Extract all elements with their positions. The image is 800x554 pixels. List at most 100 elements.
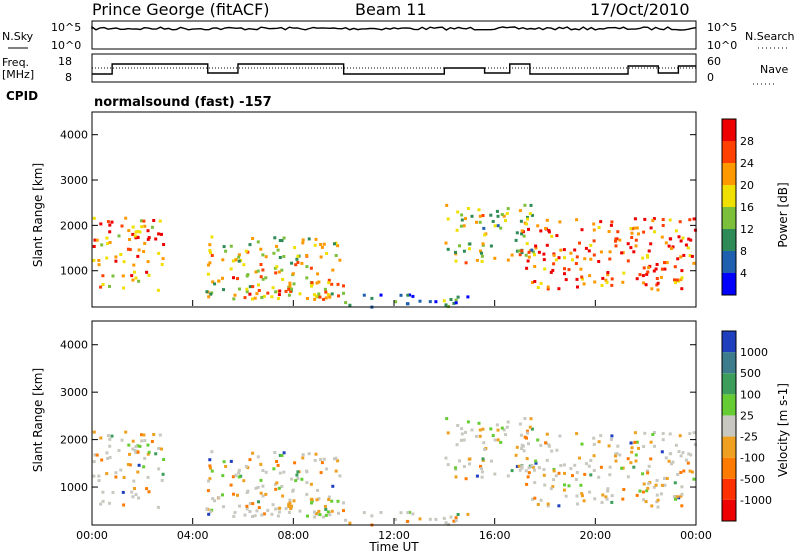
power-cell <box>287 287 291 291</box>
velocity-cell <box>442 516 446 520</box>
power-cell <box>530 248 534 252</box>
power-cell <box>121 274 125 278</box>
power-cell <box>336 282 340 286</box>
power-cell <box>614 239 617 243</box>
velocity-cell <box>224 465 228 468</box>
power-cell <box>519 219 523 223</box>
velocity-cell <box>606 487 610 491</box>
velocity-cell <box>138 444 142 448</box>
velocity-cell <box>237 471 241 475</box>
velocity-cell <box>305 481 309 485</box>
velocity-cell <box>520 443 524 447</box>
power-cell <box>616 230 620 234</box>
velocity-cell <box>677 450 681 453</box>
velocity-cell <box>680 485 684 489</box>
velocity-cell <box>455 443 459 447</box>
velocity-cell <box>206 489 210 493</box>
velocity-cell <box>99 502 103 506</box>
power-cell <box>633 226 637 230</box>
velocity-cell <box>236 493 239 497</box>
power-cell <box>692 261 696 265</box>
velocity-cell <box>316 488 320 492</box>
power-cell <box>483 233 487 237</box>
power-cell <box>399 293 403 297</box>
power-cell <box>579 267 583 271</box>
power-cell <box>481 242 485 246</box>
velocity-cell <box>534 459 538 463</box>
velocity-cell <box>552 478 556 482</box>
power-cell <box>290 261 294 265</box>
power-cell <box>270 295 274 299</box>
velocity-cell <box>647 464 651 468</box>
velocity-cell <box>245 507 249 511</box>
power-cell <box>641 274 645 278</box>
power-cell <box>97 258 101 262</box>
power-cell <box>278 239 282 242</box>
power-cell <box>445 203 449 207</box>
power-cell <box>665 261 669 265</box>
power-cell <box>563 256 566 260</box>
velocity-cell <box>520 466 524 470</box>
velocity-cell <box>92 460 96 464</box>
velocity-cell <box>605 497 609 501</box>
power-cell <box>300 261 304 265</box>
velocity-cell <box>319 458 323 461</box>
velocity-cell <box>264 470 268 474</box>
velocity-cell <box>604 495 608 499</box>
power-cell <box>599 220 603 224</box>
velocity-cell <box>309 482 313 486</box>
power-cell <box>322 297 326 301</box>
velocity-cell <box>326 510 330 514</box>
colorbar-segment <box>722 163 736 185</box>
velocity-cell <box>318 513 322 517</box>
velocity-cell <box>260 513 264 517</box>
velocity-cell <box>317 509 321 513</box>
power-cell <box>526 215 529 219</box>
power-cell <box>208 243 212 247</box>
power-cell <box>147 236 151 240</box>
velocity-cell <box>405 519 409 523</box>
velocity-cell <box>162 458 166 461</box>
velocity-cell <box>234 474 238 478</box>
velocity-cell <box>208 458 212 462</box>
power-cell <box>539 229 543 233</box>
power-cell <box>515 249 519 253</box>
velocity-cell <box>101 490 105 494</box>
velocity-cell <box>296 476 300 480</box>
velocity-cell <box>680 504 684 508</box>
power-cell <box>692 217 696 221</box>
power-cell <box>536 224 540 228</box>
power-cell <box>646 270 650 274</box>
velocity-cell <box>276 514 280 518</box>
power-panel <box>91 111 697 308</box>
power-cell <box>663 267 667 271</box>
velocity-cell <box>610 500 614 504</box>
power-cell <box>592 228 596 232</box>
colorbar-frame <box>721 118 737 296</box>
velocity-cell <box>315 498 319 502</box>
velocity-cell <box>330 499 334 503</box>
colorbar-tick-label: 24 <box>740 157 754 170</box>
velocity-cell <box>502 428 506 432</box>
power-cell <box>582 282 586 286</box>
power-cell <box>246 273 250 277</box>
power-cell <box>656 281 660 285</box>
power-cell <box>208 249 212 252</box>
velocity-panel <box>91 320 697 526</box>
velocity-cell <box>105 472 109 476</box>
velocity-cell <box>259 491 263 495</box>
power-cell <box>266 291 270 295</box>
velocity-cell <box>633 440 637 444</box>
x-tick-label: 20:00 <box>579 529 611 542</box>
power-cell <box>601 276 605 280</box>
velocity-cell <box>289 507 293 511</box>
velocity-cell <box>656 498 660 502</box>
velocity-cell <box>477 421 481 425</box>
velocity-cell <box>294 479 298 483</box>
velocity-cell <box>406 511 410 515</box>
velocity-cell <box>645 469 649 473</box>
power-cell <box>674 281 677 284</box>
power-cell <box>680 269 684 273</box>
power-cell <box>92 258 96 262</box>
power-cell <box>261 277 265 281</box>
